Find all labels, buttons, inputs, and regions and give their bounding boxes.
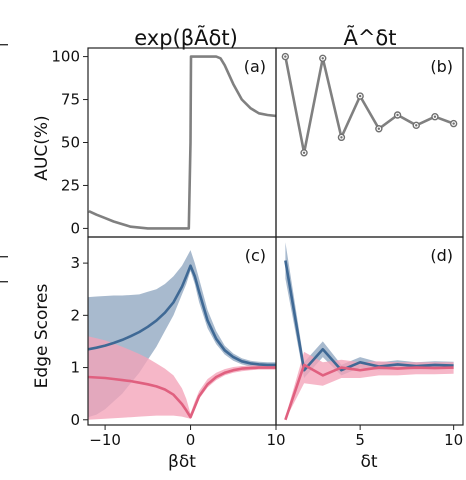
panel-c: 0 1 2 3 −10 0 10 (c) <box>70 236 286 449</box>
series-line-d-1 <box>284 363 454 421</box>
series-line-c-0 <box>88 264 276 367</box>
ytick-label-a-3: 75 <box>61 91 80 109</box>
panel-label-d: (d) <box>430 246 453 265</box>
plot-area-c <box>88 250 276 420</box>
series-line-b-0 <box>284 56 455 155</box>
plot-area-d <box>284 242 454 421</box>
frame-b <box>275 47 464 238</box>
panel-label-b: (b) <box>430 57 453 76</box>
point-dot-b-3 <box>340 136 343 139</box>
ylabel-top: AUC(%) <box>32 115 52 180</box>
series-line-c-1 <box>88 366 276 419</box>
ytick-label-c-0: 0 <box>70 411 80 429</box>
band-c-1 <box>88 336 276 420</box>
xlabel-right: δt <box>360 452 377 472</box>
column-title-left: exp(βÃδt) <box>134 24 238 50</box>
frame-d <box>275 236 464 426</box>
point-dot-b-6 <box>396 113 399 117</box>
ytick-label-a-0: 0 <box>70 219 80 237</box>
plot-area-b <box>281 52 458 157</box>
point-dot-b-9 <box>452 122 455 125</box>
frame-a <box>87 47 277 238</box>
point-dot-b-5 <box>377 127 381 130</box>
ytick-label-c-3: 3 <box>70 254 80 272</box>
xtick-label-c-1: 0 <box>186 431 196 449</box>
panel-b: (b) <box>275 47 464 238</box>
panel-label-a: (a) <box>244 57 266 76</box>
point-dot-b-7 <box>415 124 418 127</box>
column-title-right: Ã^δt <box>343 24 396 50</box>
panel-a: 0 25 50 75 100 (a) <box>51 47 277 238</box>
series-line-d-0 <box>284 260 454 372</box>
point-dot-b-1 <box>302 151 306 155</box>
ytick-label-c-2: 2 <box>70 306 80 324</box>
ylabel-bottom: Edge Scores <box>32 284 52 389</box>
point-dot-b-0 <box>284 55 287 58</box>
ytick-label-a-4: 100 <box>51 48 80 66</box>
point-dot-b-4 <box>358 94 362 98</box>
series-line-a-0 <box>88 55 276 230</box>
ytick-label-c-1: 1 <box>70 359 80 377</box>
panel-label-c: (c) <box>245 246 266 265</box>
xtick-label-c-2: 10 <box>266 431 285 449</box>
point-dot-b-8 <box>433 115 437 118</box>
point-dot-b-2 <box>321 57 324 60</box>
xtick-label-d-0: 5 <box>355 431 365 449</box>
plot-area-a <box>88 55 276 230</box>
xlabel-left: βδt <box>168 452 196 472</box>
xtick-label-c-0: −10 <box>89 431 121 449</box>
ytick-label-a-2: 50 <box>61 134 80 152</box>
xtick-label-d-1: 10 <box>444 431 463 449</box>
ytick-label-a-1: 25 <box>61 176 80 194</box>
panel-d: 5 10 (d) <box>275 236 464 449</box>
left-margin-fragments <box>0 44 8 283</box>
